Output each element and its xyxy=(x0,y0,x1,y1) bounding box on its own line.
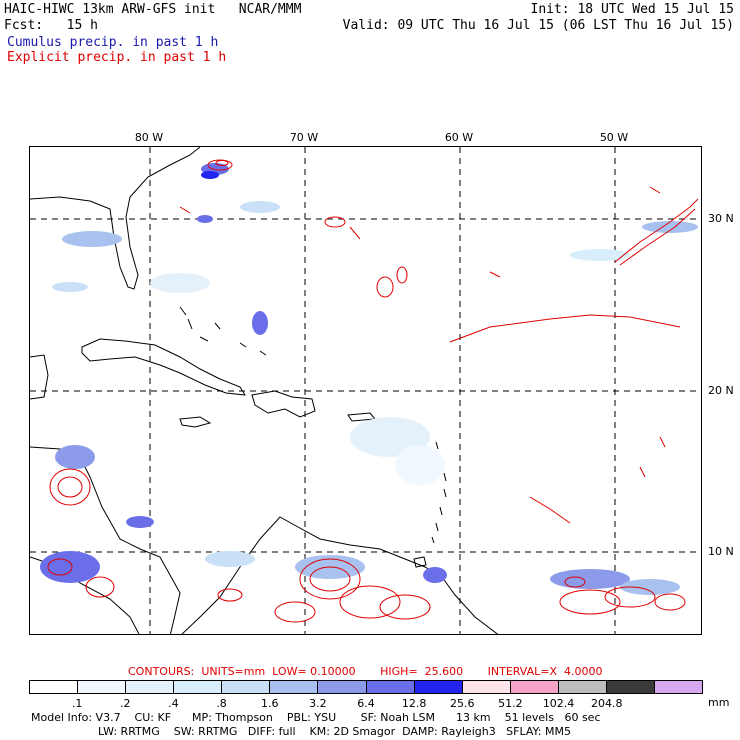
legend-swatch xyxy=(366,681,415,693)
legend-swatch xyxy=(318,681,367,693)
legend-tick-label: 25.6 xyxy=(450,697,475,710)
cumulus-precip-label: Cumulus precip. in past 1 h xyxy=(7,35,219,50)
lon-label-60w: 60 W xyxy=(444,131,474,144)
legend-tick-label: .8 xyxy=(216,697,227,710)
lat-label-20n: 20 N xyxy=(708,384,734,397)
legend-unit: mm xyxy=(708,696,730,709)
legend-swatch xyxy=(462,681,511,693)
legend-swatch xyxy=(126,681,175,693)
lon-label-80w: 80 W xyxy=(134,131,164,144)
precip-map xyxy=(29,146,702,635)
cumulus-precip xyxy=(40,163,698,595)
legend-tick-label: 51.2 xyxy=(498,697,523,710)
legend-swatch xyxy=(558,681,607,693)
graticule xyxy=(30,147,701,634)
legend-tick-label: 3.2 xyxy=(309,697,327,710)
legend-tick-label: 12.8 xyxy=(401,697,427,710)
legend-tick-label: .2 xyxy=(120,697,131,710)
legend-tick-label: .4 xyxy=(168,697,179,710)
model-info-line2: LW: RRTMG SW: RRTMG DIFF: full KM: 2D Sm… xyxy=(98,725,571,738)
contours-info: CONTOURS: UNITS=mm LOW= 0.10000 HIGH= 25… xyxy=(128,665,603,678)
explicit-precip xyxy=(47,159,699,623)
legend-tick-label: 102.4 xyxy=(542,697,575,710)
legend-swatch xyxy=(174,681,223,693)
color-legend xyxy=(29,680,703,694)
legend-swatch xyxy=(606,681,656,693)
map-canvas xyxy=(30,147,701,634)
legend-swatch xyxy=(30,681,79,693)
legend-swatch xyxy=(414,681,463,693)
header-title: HAIC-HIWC 13km ARW-GFS init NCAR/MMM xyxy=(4,2,302,17)
legend-tick-label: 204.8 xyxy=(590,697,623,710)
model-info-line1: Model Info: V3.7 CU: KF MP: Thompson PBL… xyxy=(31,711,601,724)
lat-label-30n: 30 N xyxy=(708,212,734,225)
lon-label-50w: 50 W xyxy=(599,131,629,144)
lat-label-10n: 10 N xyxy=(708,545,734,558)
legend-swatch xyxy=(222,681,271,693)
lon-label-70w: 70 W xyxy=(289,131,319,144)
legend-tick-label: 6.4 xyxy=(357,697,375,710)
legend-swatch xyxy=(270,681,319,693)
header-valid-time: Valid: 09 UTC Thu 16 Jul 15 (06 LST Thu … xyxy=(342,18,734,33)
legend-swatch xyxy=(510,681,559,693)
header-forecast-hour: Fcst: 15 h xyxy=(4,18,98,33)
legend-tick-label: 1.6 xyxy=(260,697,279,710)
explicit-precip-label: Explicit precip. in past 1 h xyxy=(7,50,227,65)
header-init-time: Init: 18 UTC Wed 15 Jul 15 xyxy=(530,2,735,17)
legend-swatch xyxy=(78,681,127,693)
legend-tick-label: .1 xyxy=(71,697,83,710)
legend-swatch xyxy=(655,681,703,693)
